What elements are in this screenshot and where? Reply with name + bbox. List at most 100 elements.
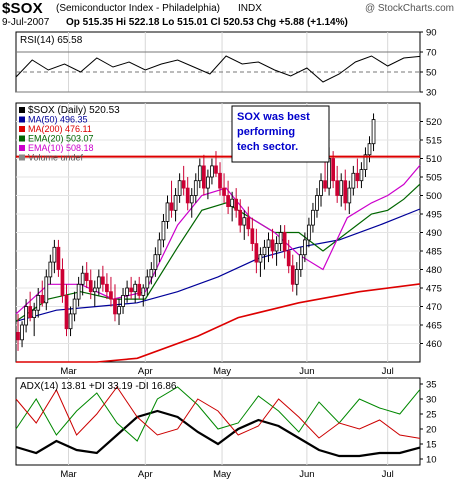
price-candle-body — [278, 232, 283, 245]
adx-ytick-label: 10 — [426, 455, 437, 466]
price-candle-body — [105, 283, 109, 293]
price-candle-body — [335, 180, 340, 196]
legend-swatch — [19, 154, 25, 161]
price-ytick-label: 485 — [426, 247, 442, 258]
month-label: May — [213, 469, 231, 480]
price-candle-body — [210, 165, 214, 178]
price-series-line — [15, 208, 421, 322]
legend-entry: MA(50) 496.35 — [28, 115, 88, 125]
annotation-text: tech sector. — [237, 141, 298, 153]
price-candle-body — [351, 172, 356, 189]
price-candle-body — [141, 287, 146, 296]
rsi-panel-frame — [15, 31, 421, 93]
price-candle-body — [40, 294, 45, 304]
month-label: Apr — [138, 469, 153, 480]
price-candle-body — [327, 158, 331, 189]
rsi-series-line — [15, 55, 421, 83]
price-candle-body — [230, 198, 234, 207]
price-candle-body — [286, 250, 291, 267]
price-ytick-label: 460 — [426, 339, 442, 350]
price-candle-body — [52, 246, 57, 263]
price-candle-body — [137, 283, 142, 296]
price-candle-body — [113, 298, 117, 315]
price-ytick-label: 500 — [426, 191, 442, 202]
quote-date: 9-Jul-2007 — [2, 17, 50, 28]
price-candle-body — [169, 202, 174, 211]
price-candle-body — [149, 269, 154, 278]
exchange-label: INDX — [238, 3, 262, 14]
price-candle-body — [270, 239, 275, 252]
price-candle-body — [48, 261, 53, 278]
price-candle-body — [343, 180, 348, 204]
month-label: May — [213, 366, 231, 377]
price-candle-body — [294, 269, 299, 285]
price-candle-body — [101, 276, 105, 285]
price-candle-body — [117, 306, 121, 315]
price-ytick-label: 505 — [426, 173, 442, 184]
price-ytick-label: 465 — [426, 321, 442, 332]
price-candle-body — [331, 158, 335, 182]
price-series-line — [16, 283, 421, 363]
price-candle-body — [129, 287, 133, 293]
price-candle-body — [218, 172, 222, 189]
price-candle-body — [206, 176, 210, 189]
price-candle-body — [16, 331, 20, 341]
price-candle-body — [84, 272, 89, 282]
legend-entry: MA(200) 476.11 — [28, 124, 92, 134]
price-candle-body — [109, 291, 113, 300]
price-candle-body — [339, 180, 344, 196]
adx-panel-label: ADX(14) 13.81 +DI 33.19 -DI 16.86 — [20, 381, 177, 392]
price-candle-body — [363, 154, 368, 171]
price-ytick-label: 510 — [426, 154, 442, 165]
annotation-box — [231, 105, 330, 163]
price-candle-body — [133, 283, 138, 293]
adx-series-line — [15, 386, 421, 439]
price-candle-body — [44, 276, 49, 304]
price-candle-body — [28, 306, 32, 319]
price-candle-body — [76, 283, 81, 300]
price-ytick-label: 515 — [426, 136, 442, 147]
price-candle-body — [315, 195, 319, 211]
price-candle-body — [234, 198, 239, 211]
quote-line: Op 515.35 Hi 522.18 Lo 515.01 Cl 520.53 … — [66, 17, 348, 28]
price-candle-body — [290, 265, 295, 285]
price-candle-body — [319, 180, 323, 196]
price-candle-body — [355, 172, 360, 182]
price-ytick-label: 520 — [426, 117, 442, 128]
price-candle-body — [274, 243, 279, 252]
rsi-ytick-label: 90 — [426, 28, 437, 39]
adx-ytick-label: 30 — [426, 395, 437, 406]
price-candle-body — [298, 254, 303, 270]
price-candle-body — [214, 165, 218, 174]
ticker-symbol: $SOX — [2, 0, 43, 17]
month-label: Mar — [60, 469, 76, 480]
price-candle-body — [359, 169, 364, 182]
price-candle-body — [32, 309, 37, 319]
adx-series-line — [15, 386, 421, 442]
legend-entry: EMA(20) 503.07 — [28, 134, 94, 144]
price-candle-body — [193, 180, 198, 196]
annotation-text: SOX was best — [237, 111, 310, 123]
copyright-label: @ StockCharts.com — [364, 3, 454, 14]
price-candle-body — [254, 243, 259, 263]
price-candle-body — [202, 165, 206, 189]
price-ytick-label: 470 — [426, 302, 442, 313]
price-candle-body — [371, 119, 376, 145]
chart-header: $SOX (Semiconductor Index - Philadelphia… — [0, 0, 460, 30]
price-ytick-label: 490 — [426, 228, 442, 239]
legend-entry: Volume undef — [28, 153, 84, 163]
month-label: Jun — [299, 469, 314, 480]
price-candle-body — [72, 298, 77, 315]
legend-swatch — [19, 107, 25, 113]
legend-entry: $SOX (Daily) 520.53 — [28, 105, 120, 116]
price-candle-body — [56, 246, 61, 270]
legend-swatch — [19, 126, 25, 132]
month-label: Apr — [138, 366, 153, 377]
month-label: Jun — [299, 366, 314, 377]
price-candle-body — [173, 195, 178, 211]
price-candle-body — [347, 187, 352, 204]
price-candle-body — [307, 224, 311, 241]
price-candle-body — [153, 254, 158, 270]
price-candle-body — [60, 269, 65, 296]
price-candle-body — [36, 294, 41, 311]
